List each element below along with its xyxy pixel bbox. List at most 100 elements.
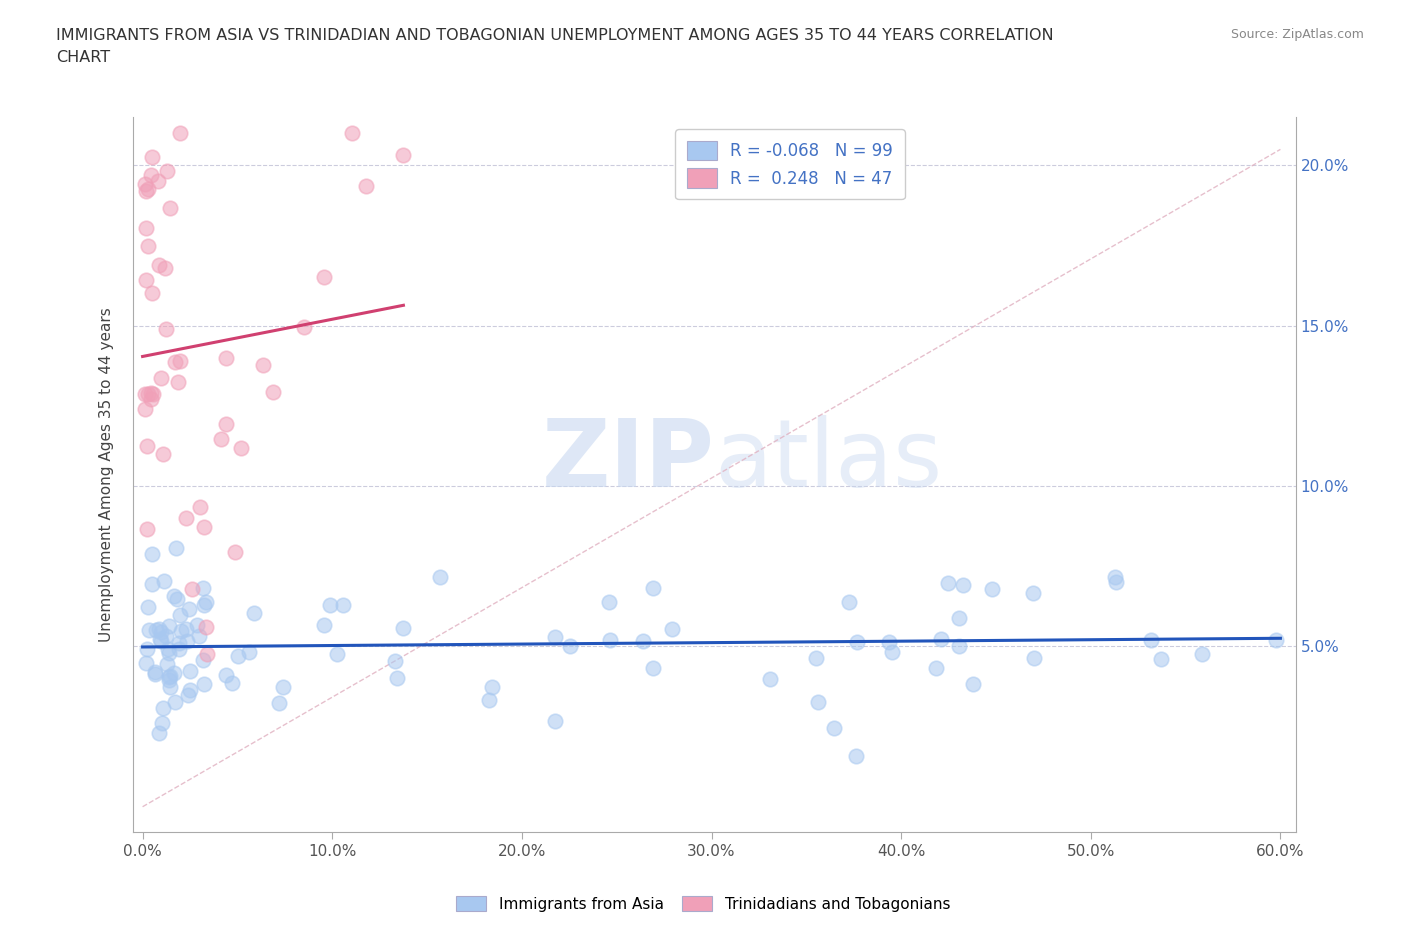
Point — [312, 270, 335, 285]
Point — [165, 355, 187, 370]
Point — [159, 680, 181, 695]
Legend: R = -0.068   N = 99, R =  0.248   N = 47: R = -0.068 N = 99, R = 0.248 N = 47 — [675, 129, 904, 199]
Point — [176, 634, 198, 649]
Point — [252, 357, 274, 372]
Point — [149, 633, 172, 648]
Point — [155, 260, 177, 275]
Point — [215, 351, 238, 365]
Point — [599, 632, 621, 647]
Point — [326, 646, 349, 661]
Point — [948, 611, 970, 626]
Point — [181, 582, 204, 597]
Point — [643, 581, 665, 596]
Point — [141, 546, 163, 561]
Point — [148, 622, 170, 637]
Point — [195, 646, 218, 661]
Point — [1264, 632, 1286, 647]
Point — [314, 618, 336, 632]
Point — [481, 680, 503, 695]
Point — [845, 749, 868, 764]
Point — [165, 540, 187, 555]
Point — [948, 638, 970, 653]
Point — [392, 147, 415, 162]
Point — [155, 629, 177, 644]
Point — [136, 642, 159, 657]
Point — [141, 392, 163, 406]
Point — [936, 576, 959, 591]
Point — [136, 182, 159, 197]
Text: Source: ZipAtlas.com: Source: ZipAtlas.com — [1230, 28, 1364, 41]
Point — [838, 594, 860, 609]
Point — [145, 623, 167, 638]
Point — [134, 386, 156, 401]
Point — [159, 201, 181, 216]
Point — [135, 522, 157, 537]
Point — [148, 258, 170, 272]
Point — [1139, 632, 1161, 647]
Point — [631, 633, 654, 648]
Point — [429, 569, 451, 584]
Point — [156, 164, 179, 179]
Point — [179, 683, 201, 698]
Point — [146, 174, 169, 189]
Point — [292, 319, 315, 334]
Point — [152, 446, 174, 461]
Point — [135, 439, 157, 454]
Point — [166, 375, 188, 390]
Point — [174, 511, 197, 525]
Point — [238, 644, 260, 659]
Point — [141, 576, 163, 591]
Point — [880, 644, 903, 659]
Point — [332, 597, 354, 612]
Point — [1104, 569, 1126, 584]
Point — [209, 432, 232, 446]
Point — [354, 179, 377, 193]
Point — [262, 385, 284, 400]
Point — [167, 635, 190, 650]
Point — [1105, 575, 1128, 590]
Point — [544, 629, 567, 644]
Point — [1022, 586, 1045, 601]
Point — [384, 654, 406, 669]
Point — [152, 700, 174, 715]
Point — [214, 668, 236, 683]
Point — [195, 594, 218, 609]
Point — [952, 578, 974, 592]
Point — [169, 353, 191, 368]
Text: ZIP: ZIP — [541, 415, 714, 507]
Point — [229, 440, 252, 455]
Point — [193, 520, 215, 535]
Point — [191, 652, 214, 667]
Point — [138, 622, 160, 637]
Point — [924, 661, 946, 676]
Point — [142, 386, 165, 401]
Point — [138, 600, 160, 615]
Point — [135, 272, 157, 287]
Point — [186, 618, 208, 632]
Point — [157, 670, 180, 684]
Point — [226, 649, 249, 664]
Point — [135, 184, 157, 199]
Point — [157, 673, 180, 688]
Point — [141, 286, 163, 300]
Point — [269, 696, 291, 711]
Point — [155, 321, 177, 336]
Point — [156, 657, 179, 671]
Point — [543, 714, 565, 729]
Point — [163, 666, 186, 681]
Point — [981, 582, 1004, 597]
Text: IMMIGRANTS FROM ASIA VS TRINIDADIAN AND TOBAGONIAN UNEMPLOYMENT AMONG AGES 35 TO: IMMIGRANTS FROM ASIA VS TRINIDADIAN AND … — [56, 28, 1054, 65]
Point — [478, 693, 501, 708]
Point — [149, 371, 172, 386]
Point — [193, 676, 215, 691]
Point — [134, 402, 156, 417]
Point — [143, 664, 166, 679]
Point — [193, 597, 215, 612]
Point — [804, 651, 827, 666]
Point — [1022, 651, 1045, 666]
Point — [193, 580, 215, 595]
Point — [824, 721, 846, 736]
Point — [558, 638, 581, 653]
Point — [141, 149, 163, 164]
Point — [166, 591, 188, 606]
